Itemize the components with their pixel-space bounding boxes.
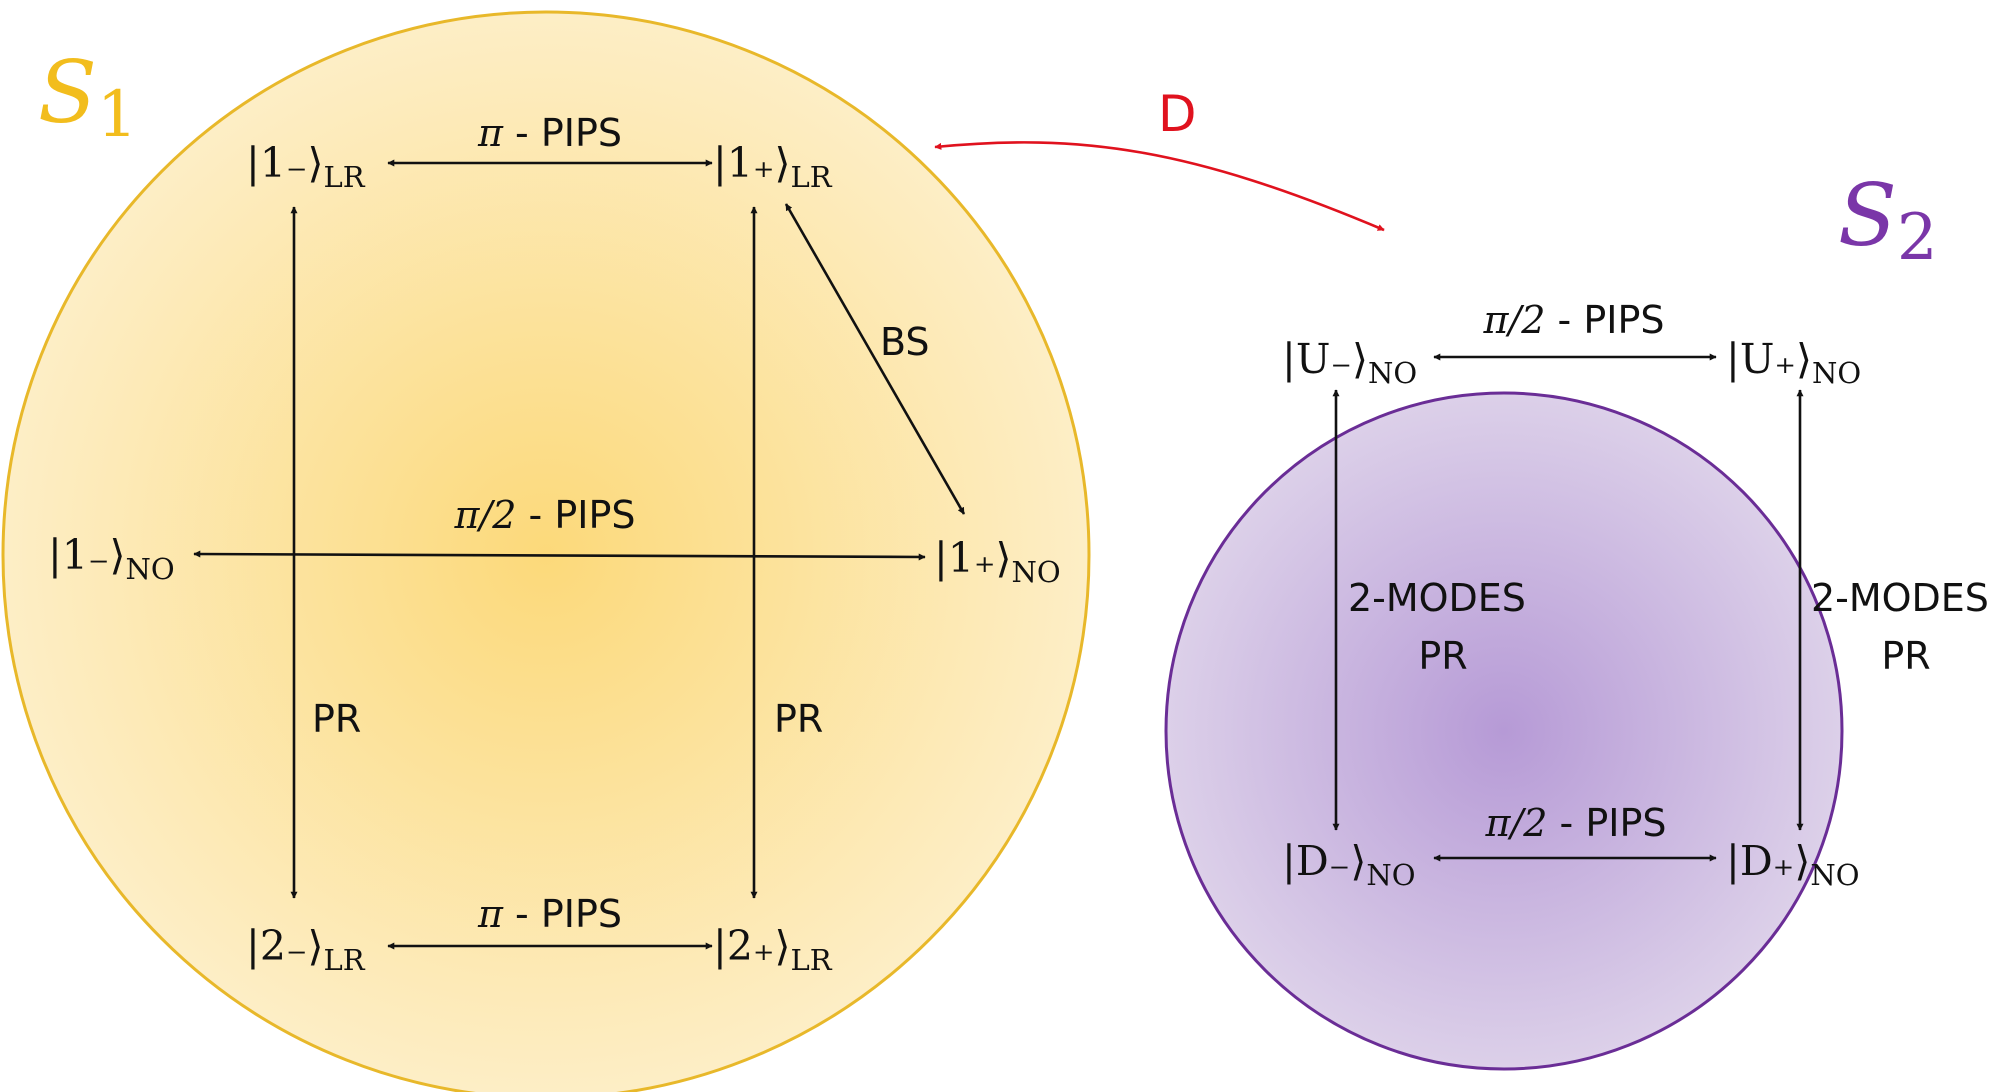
- state-1plus-no: |1₊⟩NO: [934, 534, 1061, 589]
- state-1minus-lr: |1₋⟩LR: [246, 139, 366, 194]
- link-d-label: D: [1158, 85, 1197, 143]
- arrow-s1-bs: [784, 203, 966, 515]
- op-s1-bottom-pips: π - PIPS: [477, 892, 622, 936]
- set-s2-circle: [1164, 391, 1844, 1071]
- state-u-plus: |U₊⟩NO: [1726, 335, 1861, 390]
- op-s2-bottom-pips: π/2 - PIPS: [1485, 801, 1667, 845]
- state-1minus-no: |1₋⟩NO: [48, 531, 175, 586]
- state-2minus-lr: |2₋⟩LR: [246, 922, 366, 977]
- op-s2-top-pips: π/2 - PIPS: [1483, 298, 1665, 342]
- set-s2-label: S2: [1838, 166, 1938, 275]
- state-d-plus: |D₊⟩NO: [1726, 837, 1859, 892]
- state-u-minus: |U₋⟩NO: [1282, 335, 1417, 390]
- op-s1-left-pr: PR: [312, 697, 361, 741]
- op-s2-right-pr: 2-MODES PR: [1811, 576, 2001, 678]
- state-d-minus: |D₋⟩NO: [1282, 837, 1415, 892]
- arrow-s1-middle-pips: [193, 550, 926, 561]
- op-s1-right-pr: PR: [774, 697, 823, 741]
- op-s1-bs: BS: [880, 320, 930, 364]
- op-s2-left-pr: 2-MODES PR: [1348, 576, 1538, 678]
- op-s1-middle-pips: π/2 - PIPS: [454, 493, 636, 537]
- state-1plus-lr: |1₊⟩LR: [713, 139, 833, 194]
- op-s1-top-pips: π - PIPS: [477, 111, 622, 155]
- link-d-arrow: [934, 141, 1385, 232]
- set-s1-label: S1: [38, 43, 138, 152]
- state-2plus-lr: |2₊⟩LR: [713, 922, 833, 977]
